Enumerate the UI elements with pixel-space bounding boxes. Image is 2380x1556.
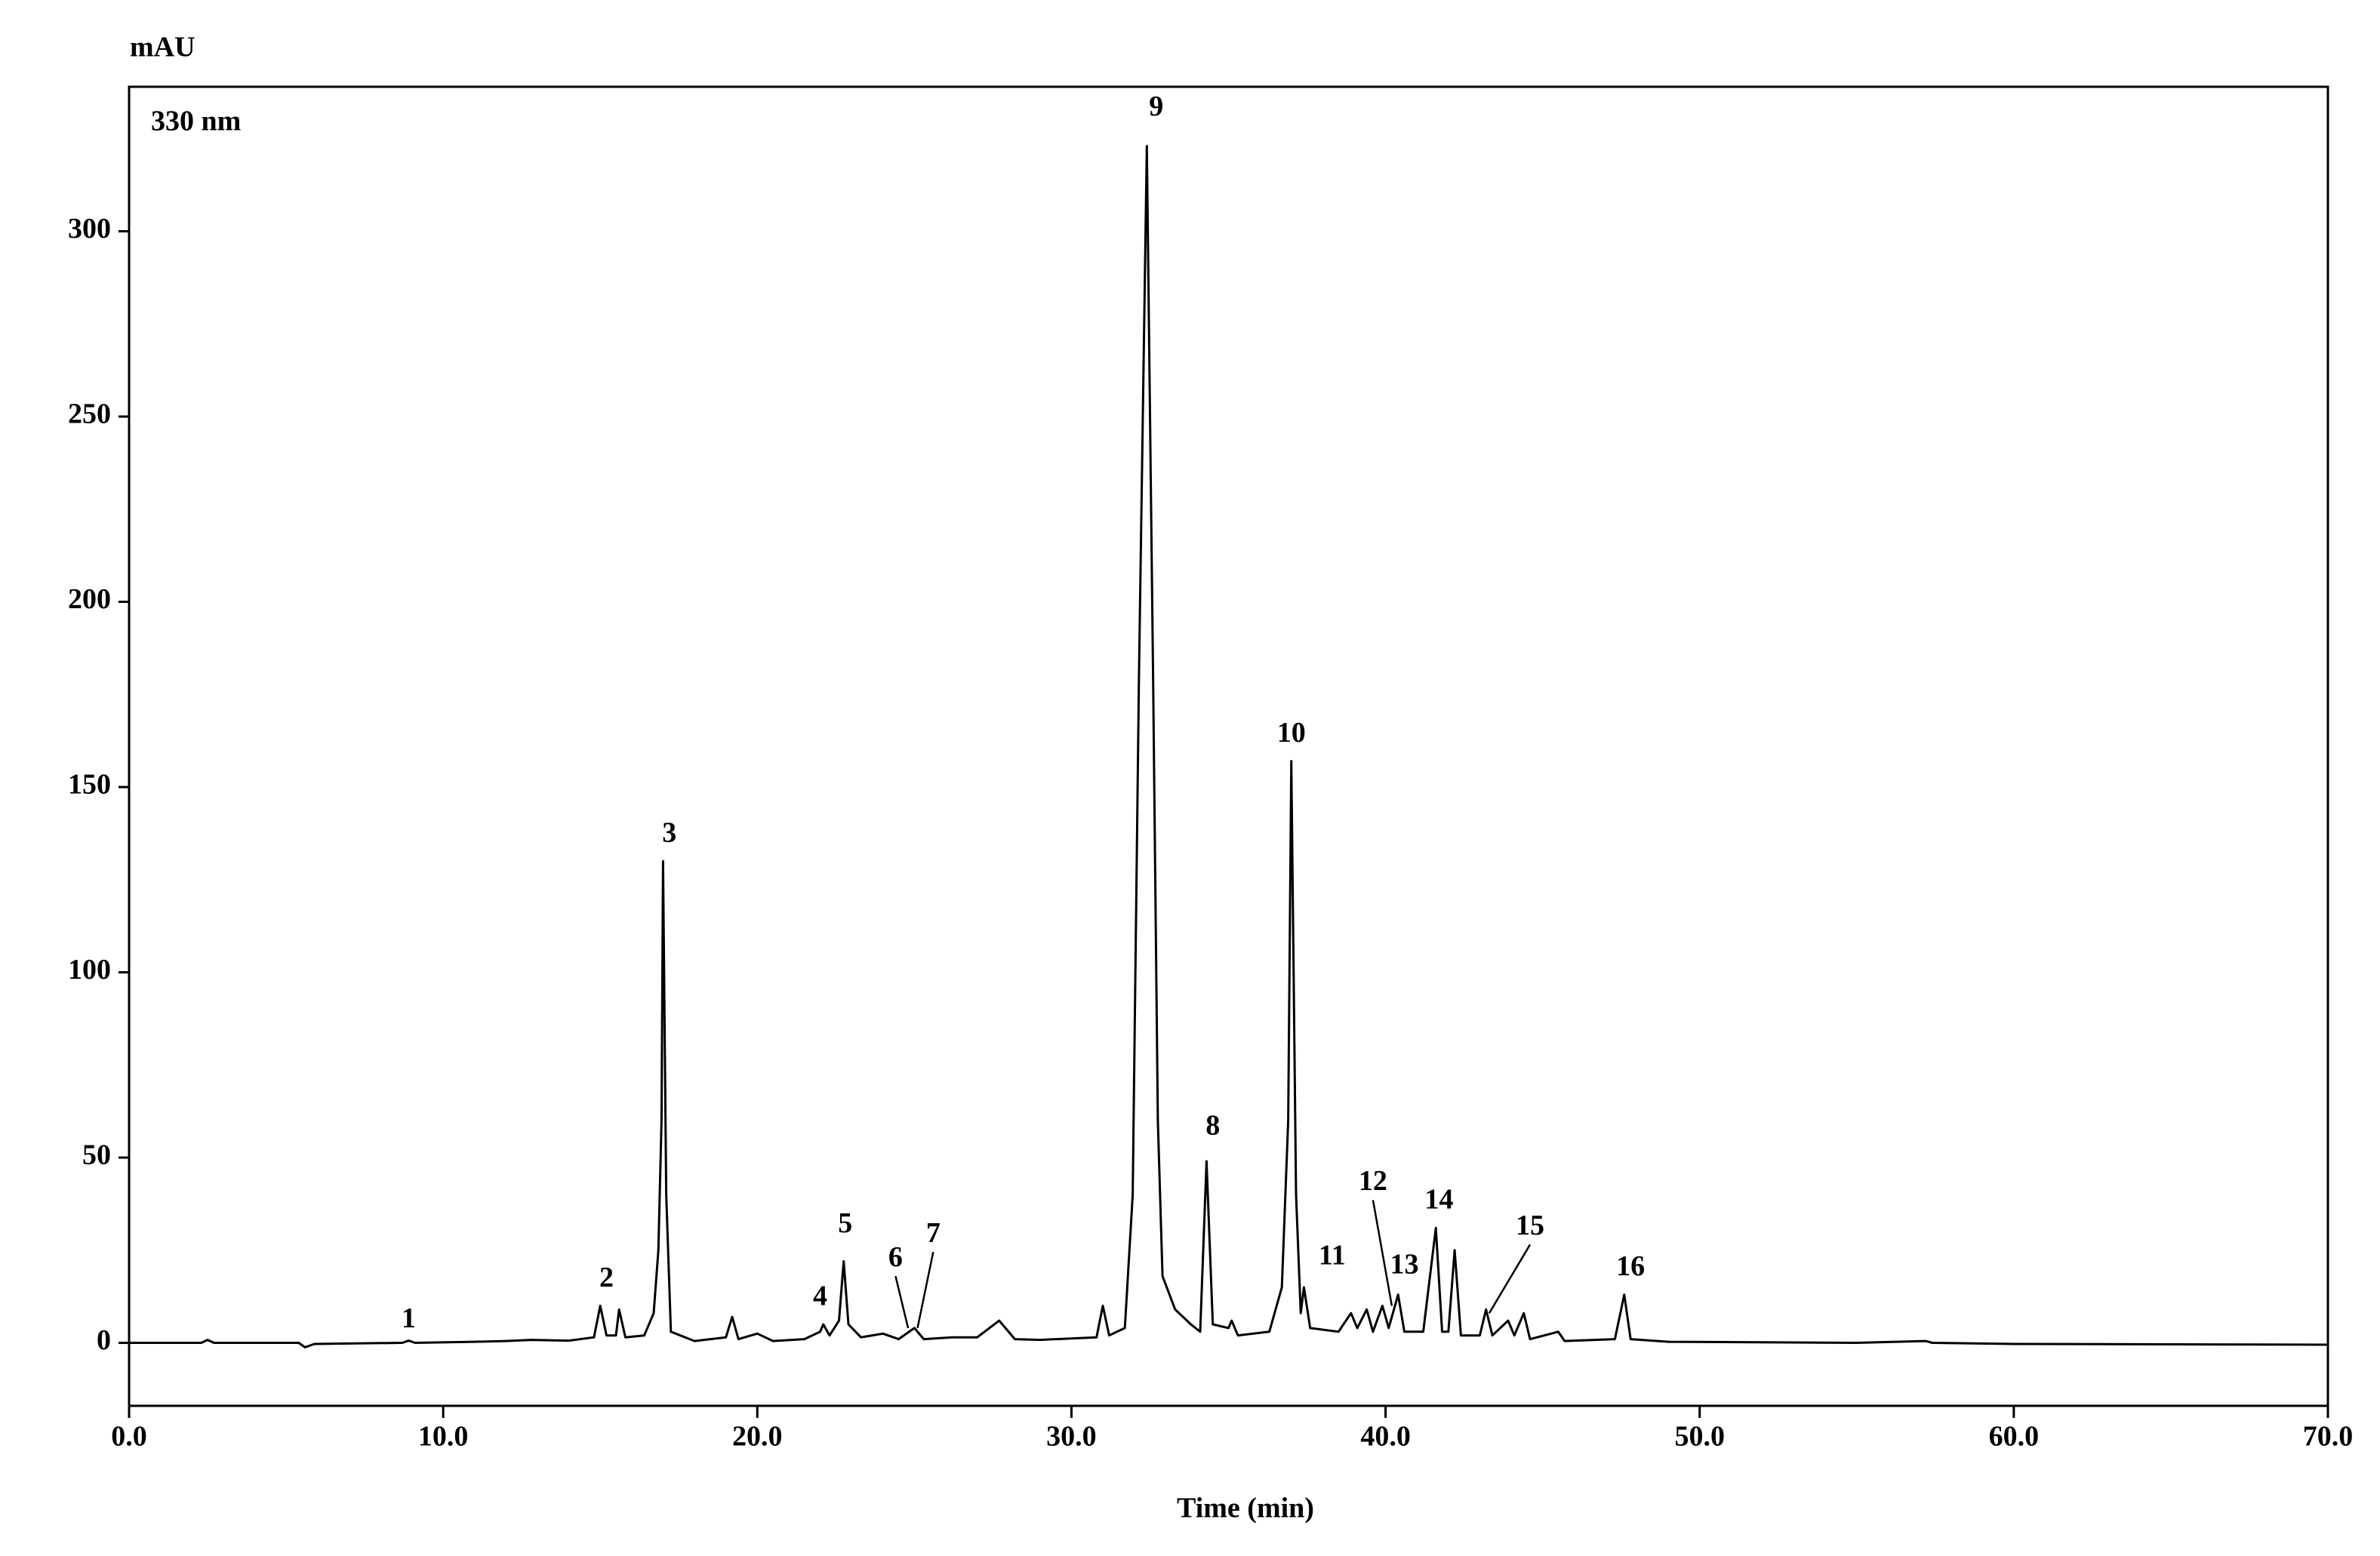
y-tick-label: 300 [68, 213, 111, 244]
peak-label: 8 [1205, 1109, 1220, 1141]
x-tick-label: 50.0 [1674, 1421, 1725, 1453]
peak-label: 13 [1390, 1249, 1419, 1281]
peak-label: 16 [1616, 1250, 1645, 1282]
peak-label: 6 [888, 1241, 903, 1273]
x-tick-label: 60.0 [1989, 1421, 2040, 1453]
chromatogram-trace [129, 145, 2329, 1348]
peak-label: 9 [1149, 91, 1163, 122]
x-axis-label: Time (min) [1177, 1493, 1314, 1524]
leader-line [1372, 1200, 1393, 1306]
peak-label: 2 [599, 1262, 614, 1293]
y-axis-label: mAU [130, 32, 196, 63]
x-tick-label: 70.0 [2303, 1421, 2354, 1453]
peak-label: 3 [662, 817, 676, 849]
x-tick-label: 20.0 [732, 1421, 783, 1453]
peak-label: 1 [402, 1302, 416, 1334]
y-tick-label: 200 [68, 583, 111, 615]
y-tick-label: 100 [68, 954, 111, 986]
peak-label: 10 [1277, 717, 1306, 749]
plot-frame [128, 85, 2329, 1407]
peak-label: 4 [813, 1280, 827, 1312]
y-tick-label: 50 [82, 1139, 111, 1171]
x-tick-label: 30.0 [1046, 1421, 1097, 1453]
x-tick-label: 10.0 [418, 1421, 469, 1453]
leader-line [916, 1251, 934, 1329]
peak-label: 15 [1516, 1210, 1544, 1241]
y-tick-label: 150 [68, 769, 111, 801]
y-tick-label: 0 [97, 1324, 111, 1356]
peak-label: 11 [1319, 1239, 1346, 1271]
peak-label: 12 [1359, 1165, 1387, 1197]
peak-label: 7 [926, 1217, 941, 1249]
wavelength-label: 330 nm [151, 106, 241, 137]
x-tick-label: 0.0 [111, 1421, 147, 1453]
x-tick-label: 40.0 [1360, 1421, 1411, 1453]
peak-label: 5 [838, 1207, 852, 1239]
y-tick-label: 250 [68, 398, 111, 430]
peak-label: 14 [1424, 1184, 1453, 1216]
leader-line [894, 1275, 910, 1329]
leader-line [1488, 1244, 1532, 1314]
